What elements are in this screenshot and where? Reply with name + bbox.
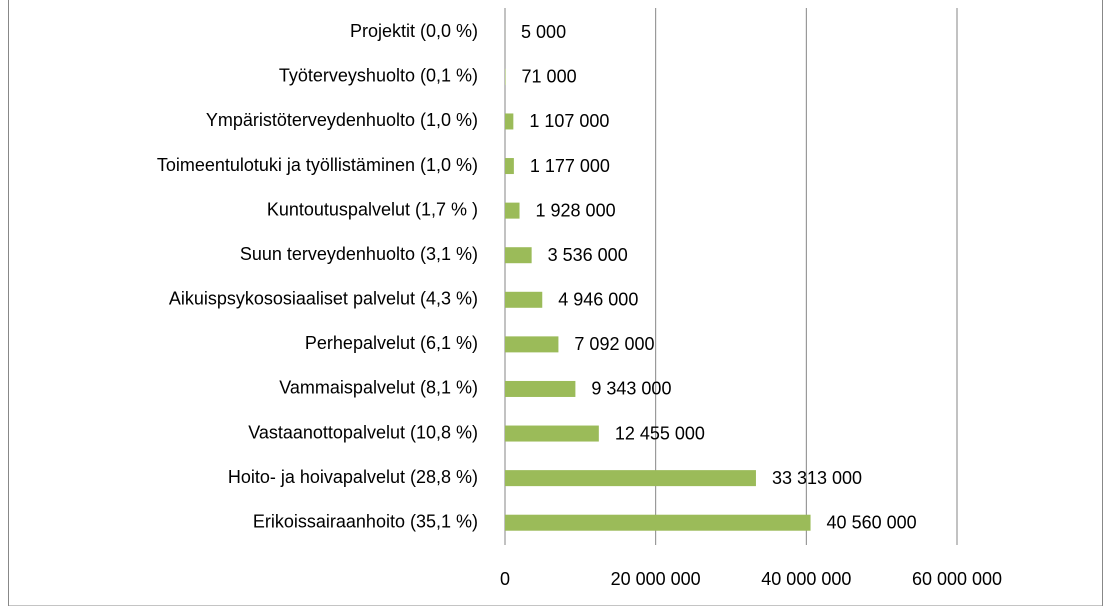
bar [505, 158, 514, 175]
bar [505, 202, 520, 219]
x-tick-label: 20 000 000 [611, 569, 701, 589]
data-label: 3 536 000 [548, 245, 628, 265]
x-tick-label: 40 000 000 [761, 569, 851, 589]
y-tick-label: Hoito- ja hoivapalvelut (28,8 %) [228, 467, 478, 487]
data-label: 4 946 000 [558, 290, 638, 310]
bar [505, 514, 811, 531]
data-label: 1 107 000 [529, 111, 609, 131]
data-label: 5 000 [521, 22, 566, 42]
bar [505, 113, 514, 130]
bar [505, 425, 599, 442]
chart-border [8, 0, 1103, 606]
bar [505, 380, 576, 397]
data-label: 71 000 [522, 67, 577, 87]
y-tick-label: Perhepalvelut (6,1 %) [305, 333, 478, 353]
y-tick-label: Toimeentulotuki ja työllistäminen (1,0 %… [157, 155, 478, 175]
data-label: 9 343 000 [591, 379, 671, 399]
y-tick-label: Erikoissairaanhoito (35,1 %) [253, 511, 478, 531]
y-tick-label: Projektit (0,0 %) [350, 21, 478, 41]
y-tick-label: Aikuispsykososiaaliset palvelut (4,3 %) [169, 289, 478, 309]
data-label: 1 928 000 [536, 200, 616, 220]
y-tick-label: Suun terveydenhuolto (3,1 %) [240, 244, 478, 264]
bar [505, 247, 532, 264]
x-tick-label: 0 [500, 569, 510, 589]
data-label: 12 455 000 [615, 423, 705, 443]
data-label: 7 092 000 [574, 334, 654, 354]
x-tick-label: 60 000 000 [912, 569, 1002, 589]
bar [505, 336, 559, 353]
bar [505, 68, 506, 85]
data-label: 1 177 000 [530, 156, 610, 176]
data-label: 40 560 000 [827, 512, 917, 532]
data-label: 33 313 000 [772, 468, 862, 488]
y-tick-label: Ympäristöterveydenhuolto (1,0 %) [206, 110, 478, 130]
bar [505, 291, 543, 308]
y-tick-label: Vastaanottopalvelut (10,8 %) [248, 422, 478, 442]
y-tick-label: Vammaispalvelut (8,1 %) [279, 378, 478, 398]
y-tick-label: Kuntoutuspalvelut (1,7 % ) [267, 199, 478, 219]
bar [505, 470, 756, 487]
y-tick-label: Työterveyshuolto (0,1 %) [279, 66, 478, 86]
